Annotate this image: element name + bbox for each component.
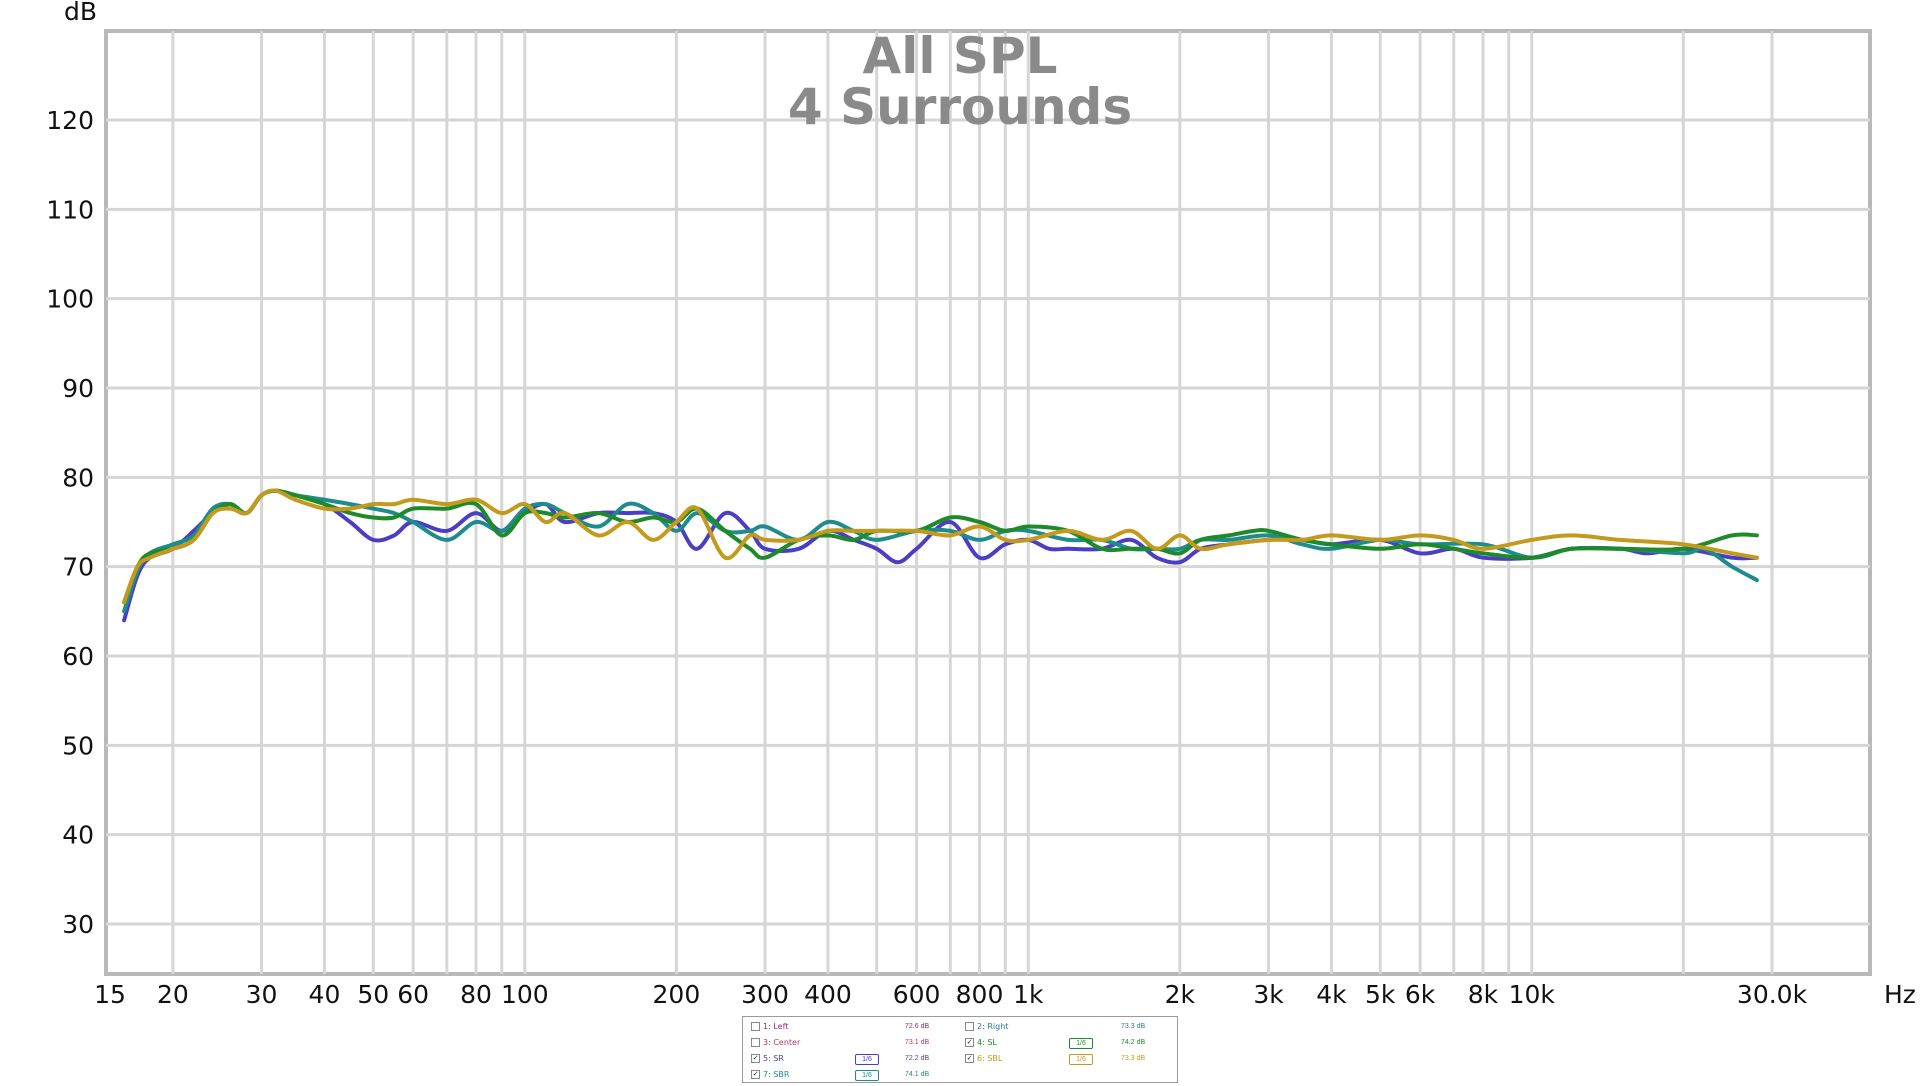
legend-item[interactable]: 1: Left: [751, 1019, 788, 1034]
x-tick-label: 100: [501, 980, 549, 1009]
legend-value: 74.1 dB: [905, 1071, 930, 1078]
series-line-6-sbl: [122, 488, 1759, 605]
legend-label: 3: Center: [763, 1038, 801, 1047]
legend-label: 5: SR: [763, 1054, 784, 1063]
x-tick-label: 1k: [1013, 980, 1044, 1009]
series-line-4-sl: [122, 488, 1759, 605]
y-tick-label: 50: [62, 731, 94, 760]
x-tick-label: 6k: [1405, 980, 1436, 1009]
x-tick-label: 40: [309, 980, 341, 1009]
y-tick-label: 40: [62, 821, 94, 850]
x-axis-ticks: 15 20 30 40 50 60 80 100 200 300 400 600 800 1k 2k 3k 4k…: [94, 980, 1807, 1009]
y-tick-label: 70: [62, 553, 94, 582]
x-tick-label: 50: [357, 980, 389, 1009]
legend-item[interactable]: ✓ 6: SBL: [965, 1051, 1002, 1066]
y-tick-label: 80: [62, 463, 94, 492]
legend-value: 73.3 dB: [1121, 1055, 1146, 1062]
x-tick-label: 30: [246, 980, 278, 1009]
legend-checkbox[interactable]: ✓: [965, 1038, 974, 1047]
legend-value: 74.2 dB: [1121, 1039, 1146, 1046]
x-tick-label: 300: [741, 980, 789, 1009]
series-lines: [122, 488, 1759, 623]
legend-value: 72.6 dB: [905, 1023, 930, 1030]
x-tick-label: 2k: [1165, 980, 1196, 1009]
legend-label: 6: SBL: [977, 1054, 1003, 1063]
legend-value: 72.2 dB: [905, 1055, 930, 1062]
x-tick-label: 3k: [1253, 980, 1284, 1009]
legend-value: 73.3 dB: [1121, 1023, 1146, 1030]
legend-smoothing-badge[interactable]: 1/6: [855, 1054, 879, 1065]
x-tick-label: 80: [460, 980, 492, 1009]
x-tick-label: 200: [653, 980, 701, 1009]
x-tick-label: 30.0k: [1737, 980, 1808, 1009]
x-tick-label: 5k: [1365, 980, 1396, 1009]
y-tick-label: 100: [46, 285, 94, 314]
legend-checkbox[interactable]: [751, 1038, 760, 1047]
legend: 1: Left 72.6 dB 2: Right 73.3 dB 3: Center 73…: [742, 1016, 1178, 1083]
legend-item[interactable]: ✓ 5: SR: [751, 1051, 784, 1066]
y-tick-label: 120: [46, 106, 94, 135]
legend-checkbox[interactable]: ✓: [751, 1070, 760, 1079]
spl-chart: dB All SPL 4 Surrounds 30 40 50 60 70 80 90 100…: [46, 0, 1916, 1009]
x-tick-label: 10k: [1509, 980, 1556, 1009]
x-tick-label: 20: [157, 980, 189, 1009]
y-tick-label: 30: [62, 910, 94, 939]
legend-checkbox[interactable]: [751, 1022, 760, 1031]
legend-checkbox[interactable]: ✓: [965, 1054, 974, 1063]
x-tick-label: 60: [397, 980, 429, 1009]
legend-smoothing-badge[interactable]: 1/6: [1069, 1054, 1093, 1065]
x-tick-label: 15: [94, 980, 126, 1009]
legend-label: 2: Right: [977, 1022, 1009, 1031]
legend-label: 7: SBR: [763, 1070, 790, 1079]
legend-item[interactable]: 2: Right: [965, 1019, 1008, 1034]
legend-item[interactable]: ✓ 7: SBR: [751, 1067, 789, 1082]
y-tick-label: 110: [46, 195, 94, 224]
chart-title: All SPL: [863, 27, 1058, 85]
legend-checkbox[interactable]: ✓: [751, 1054, 760, 1063]
x-tick-label: 600: [893, 980, 941, 1009]
x-tick-label: 4k: [1316, 980, 1347, 1009]
y-axis-ticks: 30 40 50 60 70 80 90 100 110 120: [46, 106, 94, 939]
chart-subtitle: 4 Surrounds: [788, 78, 1132, 136]
legend-smoothing-badge[interactable]: 1/6: [1069, 1038, 1093, 1049]
legend-item[interactable]: ✓ 4: SL: [965, 1035, 997, 1050]
x-axis-unit: Hz: [1884, 980, 1916, 1009]
legend-label: 1: Left: [763, 1022, 789, 1031]
legend-item[interactable]: 3: Center: [751, 1035, 800, 1050]
legend-smoothing-badge[interactable]: 1/6: [855, 1070, 879, 1081]
x-tick-label: 400: [804, 980, 852, 1009]
y-tick-label: 90: [62, 374, 94, 403]
legend-value: 73.1 dB: [905, 1039, 930, 1046]
legend-label: 4: SL: [977, 1038, 997, 1047]
legend-checkbox[interactable]: [965, 1022, 974, 1031]
y-tick-label: 60: [62, 642, 94, 671]
x-tick-label: 8k: [1468, 980, 1499, 1009]
x-tick-label: 800: [956, 980, 1004, 1009]
y-axis-unit: dB: [64, 0, 97, 26]
